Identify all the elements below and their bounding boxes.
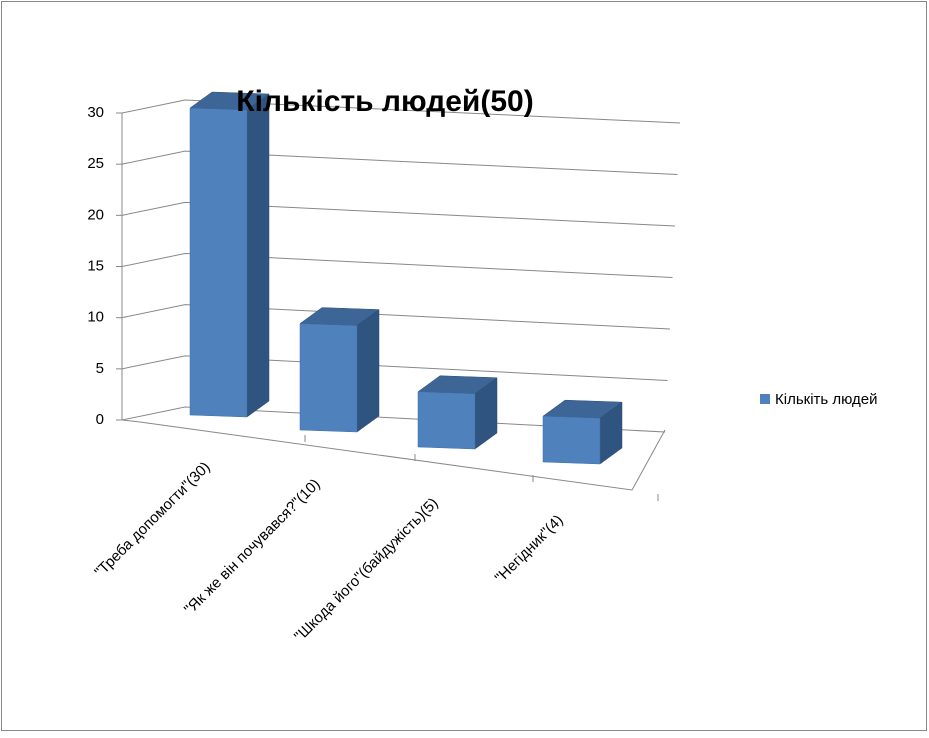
y-tick-label: 10	[87, 309, 104, 326]
y-tick-label: 25	[87, 155, 104, 172]
floor-left	[121, 419, 141, 423]
grid-line	[121, 99, 681, 124]
bar	[417, 391, 476, 450]
grid-line	[121, 406, 666, 433]
grid-line	[121, 201, 676, 227]
y-tick-label: 20	[87, 206, 104, 223]
y-tick-label: 0	[96, 411, 104, 428]
grid-line	[121, 150, 678, 175]
bar	[299, 323, 358, 433]
chart-title: Кількість людей(50)	[236, 85, 533, 118]
grid-line	[121, 252, 673, 278]
bar-side	[356, 309, 380, 433]
legend-label: Кількіть людей	[775, 391, 878, 408]
legend-swatch	[760, 394, 770, 404]
y-tick-label: 15	[87, 257, 104, 274]
bar-side	[246, 93, 270, 418]
y-tick-label: 30	[87, 104, 104, 121]
bar	[189, 107, 248, 418]
bar	[542, 415, 601, 465]
y-tick-label: 5	[96, 360, 104, 377]
grid-line	[121, 355, 668, 381]
grid-line	[121, 304, 671, 330]
floor-edge	[139, 421, 666, 491]
